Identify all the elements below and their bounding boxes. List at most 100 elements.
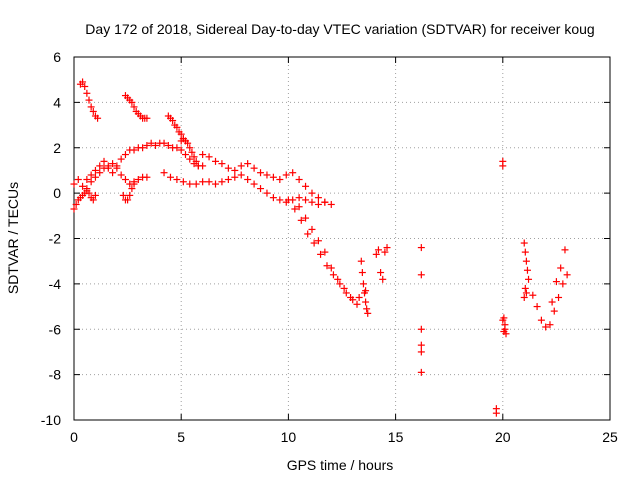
- data-point: [374, 246, 382, 254]
- data-point: [94, 114, 102, 122]
- data-point: [179, 178, 187, 186]
- data-point: [147, 139, 155, 147]
- data-point: [529, 291, 537, 299]
- data-point: [130, 146, 138, 154]
- data-point: [96, 169, 104, 177]
- data-point: [160, 139, 168, 147]
- data-point: [205, 153, 213, 161]
- data-point: [314, 194, 322, 202]
- data-point: [499, 162, 507, 170]
- y-axis: -10 -8 -6 -4 -2 0 2 4 6: [41, 49, 610, 428]
- series-evening-bowl: [529, 246, 571, 331]
- series-arc-2.5: [121, 92, 151, 122]
- data-point: [295, 176, 303, 184]
- y-tick-label: 6: [53, 49, 61, 65]
- data-point: [134, 176, 142, 184]
- data-point: [257, 169, 265, 177]
- data-point: [186, 155, 194, 163]
- data-point: [218, 178, 226, 186]
- data-point: [559, 280, 567, 288]
- data-point: [128, 98, 136, 106]
- data-point: [87, 178, 95, 186]
- data-point: [186, 180, 194, 188]
- series-arc-4-9: [76, 78, 102, 122]
- data-point: [72, 200, 80, 208]
- data-point: [340, 284, 348, 292]
- data-point: [525, 275, 533, 283]
- data-point: [353, 300, 361, 308]
- data-point: [321, 198, 329, 206]
- data-point: [364, 309, 372, 317]
- data-point: [91, 191, 99, 199]
- data-point: [342, 289, 350, 297]
- data-point: [548, 298, 556, 306]
- data-point: [83, 89, 91, 97]
- data-point: [104, 164, 112, 172]
- data-point: [224, 176, 232, 184]
- data-point: [143, 141, 151, 149]
- x-tick-label: 20: [495, 429, 511, 445]
- data-point: [89, 196, 97, 204]
- x-tick-label: 25: [602, 429, 618, 445]
- data-point: [166, 173, 174, 181]
- data-point: [546, 321, 554, 329]
- data-point: [109, 160, 117, 168]
- x-axis-label: GPS time / hours: [287, 457, 394, 473]
- series-pass-14.2: [372, 244, 391, 283]
- y-axis-label: SDTVAR / TECUs: [5, 182, 21, 294]
- data-point: [336, 280, 344, 288]
- data-point: [212, 180, 220, 188]
- data-point: [173, 144, 181, 152]
- data-point: [83, 185, 91, 193]
- data-point: [237, 162, 245, 170]
- y-tick-label: -8: [49, 367, 62, 383]
- data-point: [224, 164, 232, 172]
- series-declining-band: [284, 196, 370, 304]
- series-day-band-high: [199, 151, 335, 208]
- data-point: [499, 316, 507, 324]
- data-point: [523, 266, 531, 274]
- data-point: [363, 305, 371, 313]
- data-point: [192, 180, 200, 188]
- data-point: [417, 271, 425, 279]
- data-point: [521, 248, 529, 256]
- data-point: [361, 289, 369, 297]
- data-point: [151, 141, 159, 149]
- data-point: [199, 151, 207, 159]
- data-point: [417, 325, 425, 333]
- data-point: [383, 244, 391, 252]
- data-point: [317, 250, 325, 258]
- series-arc-4.5: [164, 112, 189, 145]
- data-point: [79, 78, 87, 86]
- data-point: [359, 280, 367, 288]
- data-point: [181, 137, 189, 145]
- chart-title: Day 172 of 2018, Sidereal Day-to-day VTE…: [85, 21, 594, 37]
- data-point: [130, 180, 138, 188]
- data-point: [372, 250, 380, 258]
- data-point: [237, 171, 245, 179]
- data-point: [250, 164, 258, 172]
- data-point: [520, 239, 528, 247]
- data-point: [417, 368, 425, 376]
- y-tick-label: -10: [41, 412, 61, 428]
- data-point: [143, 114, 151, 122]
- data-point: [186, 144, 194, 152]
- data-point: [190, 153, 198, 161]
- data-point: [417, 341, 425, 349]
- data-point: [85, 189, 93, 197]
- data-point: [379, 275, 387, 283]
- data-point: [81, 82, 89, 90]
- data-point: [308, 189, 316, 197]
- data-point: [205, 178, 213, 186]
- data-point: [100, 157, 108, 165]
- data-point: [188, 148, 196, 156]
- data-point: [362, 298, 370, 306]
- data-point: [522, 257, 530, 265]
- data-point: [244, 160, 252, 168]
- data-point: [117, 155, 125, 163]
- data-point: [358, 269, 366, 277]
- series-pass-16.2: [417, 244, 425, 376]
- data-point: [323, 262, 331, 270]
- series-start-cluster-mid: [70, 160, 151, 193]
- data-point: [492, 409, 500, 417]
